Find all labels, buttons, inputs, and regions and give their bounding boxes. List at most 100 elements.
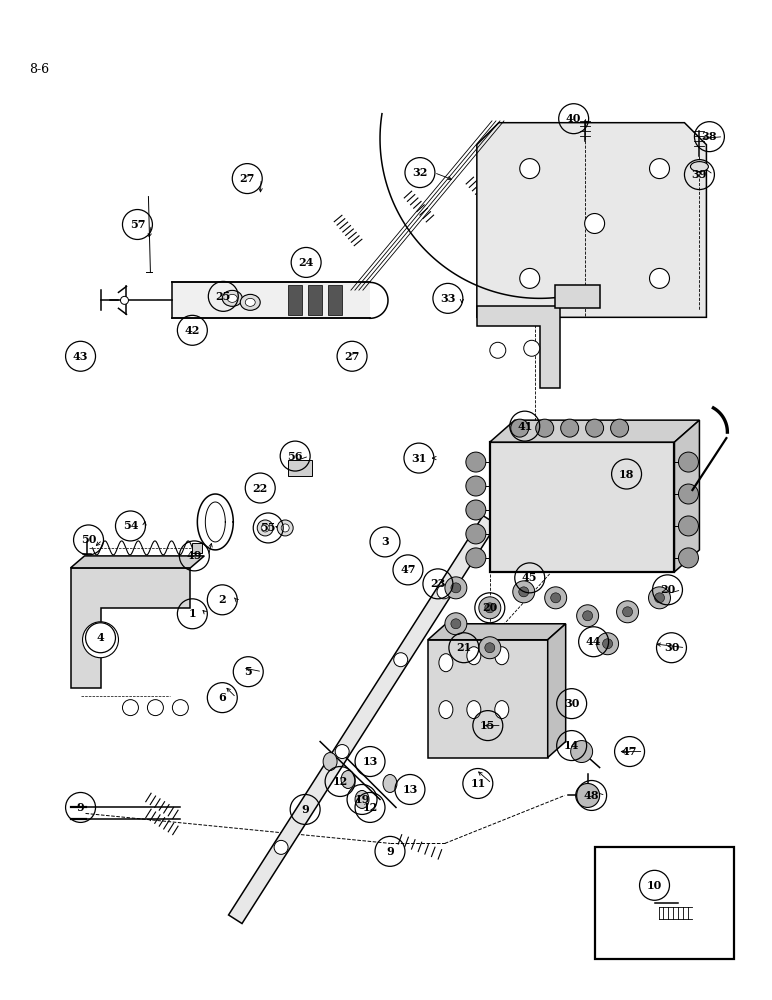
Circle shape [679,452,699,472]
Text: 27: 27 [344,351,360,362]
Ellipse shape [281,524,290,532]
Ellipse shape [467,701,481,719]
Circle shape [274,840,288,854]
Circle shape [479,637,501,659]
Circle shape [577,605,598,627]
Circle shape [622,607,632,617]
Text: 43: 43 [73,351,88,362]
Text: 33: 33 [440,293,455,304]
Text: 30: 30 [564,698,579,709]
Text: 21: 21 [456,642,472,653]
Text: 56: 56 [287,451,303,462]
Polygon shape [70,568,191,688]
Text: 9: 9 [301,804,309,815]
Ellipse shape [227,294,237,302]
Text: 44: 44 [586,636,601,647]
Ellipse shape [495,701,509,719]
Ellipse shape [277,520,293,536]
Text: 13: 13 [362,756,378,767]
Text: 50: 50 [81,534,96,545]
Bar [288,285,302,315]
Bar [308,285,322,315]
Text: 19: 19 [354,794,370,805]
Circle shape [520,268,540,288]
Circle shape [445,613,467,635]
Bar [172,282,370,318]
Circle shape [576,783,600,807]
Polygon shape [675,420,699,572]
Text: 22: 22 [252,483,268,494]
Ellipse shape [439,701,453,719]
Ellipse shape [467,647,481,665]
Polygon shape [477,123,706,317]
Ellipse shape [222,290,242,306]
Ellipse shape [439,654,453,672]
Circle shape [445,577,467,599]
Circle shape [466,452,486,472]
Ellipse shape [261,524,269,532]
Circle shape [123,700,138,716]
Polygon shape [555,285,600,308]
Circle shape [451,619,461,629]
Text: 54: 54 [123,520,138,531]
Bar [288,460,312,476]
Text: 32: 32 [412,167,428,178]
Bar [192,543,202,553]
Circle shape [584,214,604,233]
Circle shape [513,581,535,603]
Circle shape [466,500,486,520]
Circle shape [466,476,486,496]
Bar [594,847,734,959]
Text: 47: 47 [400,564,415,575]
Circle shape [335,745,349,759]
Polygon shape [547,624,566,758]
Circle shape [617,601,638,623]
Text: 4: 4 [96,632,104,643]
Polygon shape [477,306,560,388]
Ellipse shape [240,294,260,310]
Bar [428,640,547,758]
Text: 5: 5 [245,666,252,677]
Text: 55: 55 [260,522,276,533]
Circle shape [649,159,669,179]
Ellipse shape [383,775,397,792]
Ellipse shape [355,790,369,808]
Ellipse shape [495,647,509,665]
Circle shape [437,585,451,599]
Circle shape [147,700,164,716]
Polygon shape [428,624,566,640]
Polygon shape [229,516,496,924]
Text: 9: 9 [76,802,84,813]
Circle shape [679,516,699,536]
Circle shape [485,603,495,613]
Text: 25: 25 [215,291,231,302]
Circle shape [511,419,529,437]
Circle shape [451,583,461,593]
Text: 18: 18 [619,469,635,480]
Circle shape [172,700,188,716]
Ellipse shape [341,771,355,788]
Text: 14: 14 [564,740,579,751]
Bar [489,442,675,572]
Polygon shape [489,420,699,442]
Text: 1: 1 [188,608,196,619]
Circle shape [519,587,529,597]
Circle shape [649,268,669,288]
Text: 47: 47 [621,746,638,757]
Circle shape [466,548,486,568]
Text: 9: 9 [386,846,394,857]
Circle shape [603,639,613,649]
Circle shape [545,587,567,609]
Circle shape [520,159,540,179]
Text: 12: 12 [362,802,378,813]
Circle shape [655,593,665,603]
Text: 38: 38 [702,131,717,142]
Text: 24: 24 [299,257,314,268]
Text: 27: 27 [239,173,255,184]
Text: 30: 30 [664,642,679,653]
Circle shape [560,419,579,437]
Circle shape [586,419,604,437]
Bar [328,285,342,315]
Text: 3: 3 [381,536,389,547]
Text: 42: 42 [185,325,200,336]
